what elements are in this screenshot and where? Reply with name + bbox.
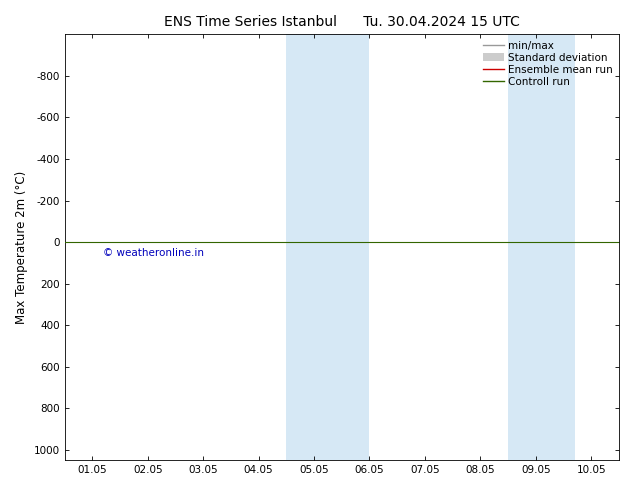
Legend: min/max, Standard deviation, Ensemble mean run, Controll run: min/max, Standard deviation, Ensemble me… xyxy=(480,37,616,90)
Bar xyxy=(287,34,370,460)
Text: © weatheronline.in: © weatheronline.in xyxy=(103,248,204,258)
Title: ENS Time Series Istanbul      Tu. 30.04.2024 15 UTC: ENS Time Series Istanbul Tu. 30.04.2024 … xyxy=(164,15,520,29)
Bar xyxy=(508,34,574,460)
Y-axis label: Max Temperature 2m (°C): Max Temperature 2m (°C) xyxy=(15,171,28,324)
